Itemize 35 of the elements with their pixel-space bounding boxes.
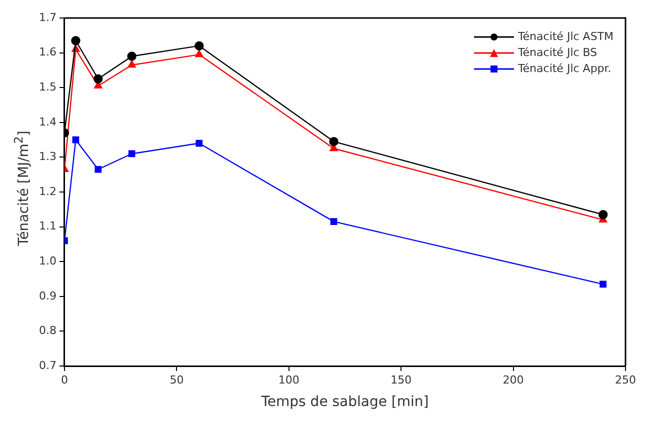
y-tick-label: 0.7 bbox=[38, 358, 56, 372]
x-tick-label: 250 bbox=[615, 373, 636, 386]
y-tick-label: 1.7 bbox=[38, 10, 56, 24]
point bbox=[71, 36, 80, 46]
y-tick-label: 1.6 bbox=[38, 46, 56, 59]
point bbox=[196, 140, 203, 147]
y-tick-label: 1.1 bbox=[38, 220, 56, 233]
y-tick-label: 1.4 bbox=[38, 115, 56, 128]
point bbox=[72, 136, 80, 144]
point bbox=[94, 74, 103, 84]
legend-label: Ténacité Jlc Appr. bbox=[518, 62, 612, 75]
x-tick-label: 200 bbox=[502, 373, 524, 386]
y-tick-label: 0.9 bbox=[38, 289, 56, 302]
point bbox=[94, 166, 102, 173]
x-tick-label: 150 bbox=[390, 373, 412, 386]
x-tick-label: 0 bbox=[60, 373, 68, 386]
point bbox=[195, 50, 204, 58]
point bbox=[330, 218, 338, 226]
x-axis-title: Temps de sablage [min] bbox=[260, 394, 429, 410]
legend-label: Ténacité Jlc BS bbox=[518, 46, 598, 59]
x-tick-label: 50 bbox=[170, 373, 184, 386]
point bbox=[127, 52, 136, 61]
y-tick-label: 1.3 bbox=[38, 150, 56, 164]
point bbox=[600, 280, 606, 288]
y-tick-label: 1.5 bbox=[38, 80, 56, 94]
point bbox=[128, 60, 136, 68]
y-tick-label: 1.0 bbox=[38, 254, 56, 268]
legend-label: Ténacité Jlc ASTM bbox=[518, 30, 614, 43]
point bbox=[329, 136, 338, 146]
point bbox=[598, 210, 608, 220]
x-tick-label: 100 bbox=[278, 373, 300, 386]
point bbox=[128, 150, 136, 158]
point bbox=[194, 41, 204, 50]
y-tick-label: 0.8 bbox=[38, 324, 56, 338]
y-tick-label: 1.2 bbox=[38, 184, 56, 198]
